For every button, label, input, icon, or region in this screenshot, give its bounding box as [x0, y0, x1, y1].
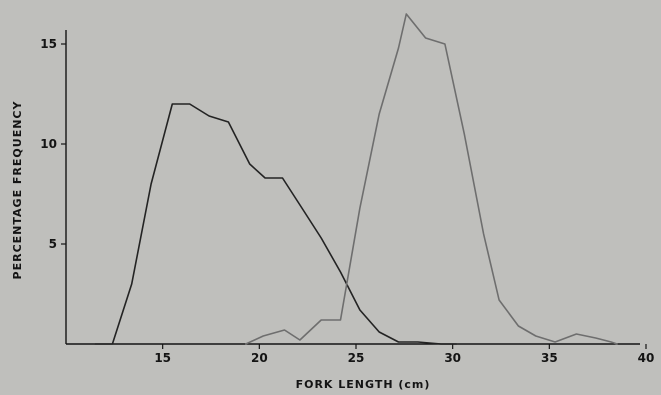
x-tick-label: 40 [638, 351, 655, 365]
x-axis-ticks: 15 20 25 30 35 40 [154, 344, 654, 365]
x-tick-label: 30 [444, 351, 461, 365]
y-axis-title: PERCENTAGE FREQUENCY [11, 101, 24, 280]
x-axis-title: FORK LENGTH (cm) [296, 378, 431, 391]
y-tick-label: 5 [49, 237, 57, 251]
x-tick-label: 25 [348, 351, 365, 365]
x-tick-label: 35 [541, 351, 558, 365]
y-axis-ticks: 5 10 15 [40, 37, 66, 251]
series-layer [94, 13, 618, 345]
x-tick-label: 15 [154, 351, 171, 365]
y-tick-label: 15 [40, 37, 57, 51]
series-line-2 [245, 13, 618, 345]
y-tick-label: 10 [40, 137, 57, 151]
x-tick-label: 20 [251, 351, 268, 365]
series-line-1 [94, 103, 458, 345]
